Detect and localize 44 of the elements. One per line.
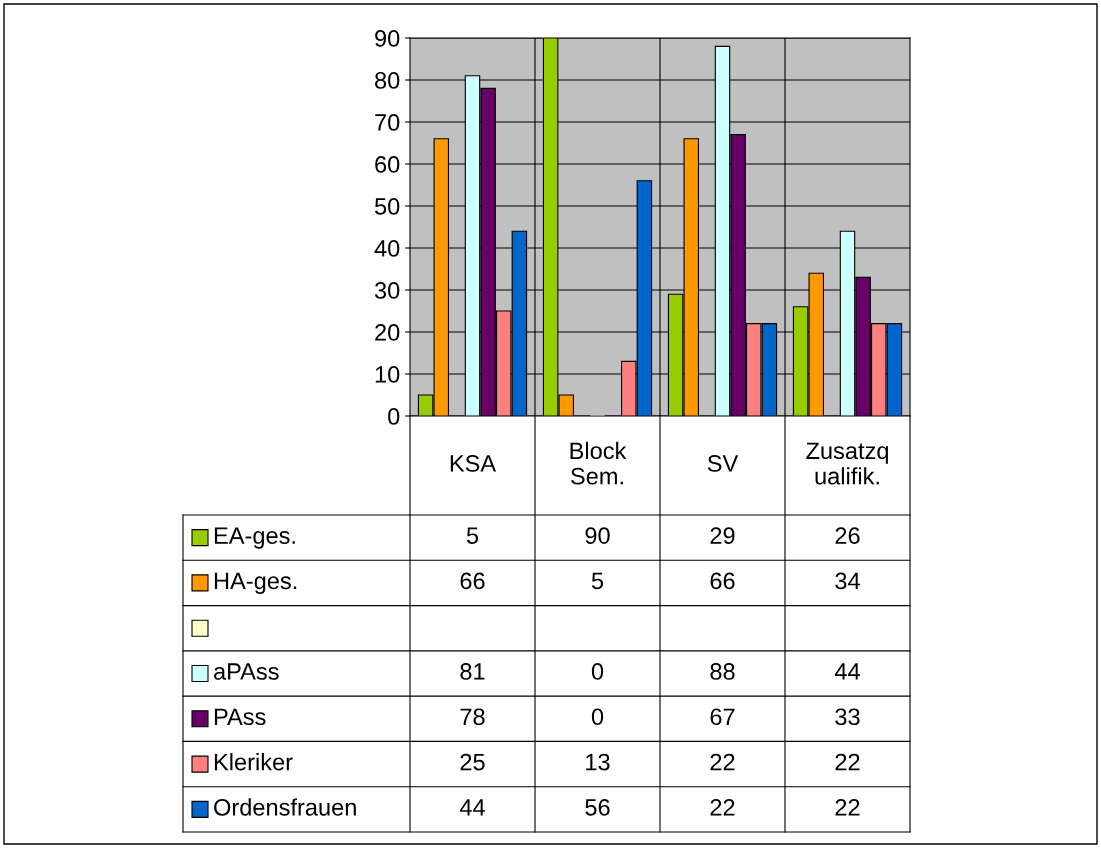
legend-label: aPAss bbox=[214, 663, 279, 680]
y-tick-label: 10 bbox=[375, 366, 400, 383]
data-label: 56 bbox=[585, 798, 610, 816]
x-tick-label: Zusatzq ualifik. bbox=[806, 442, 888, 485]
y-tick-label: 20 bbox=[375, 324, 400, 341]
data-label: 29 bbox=[710, 527, 735, 544]
data-label: 25 bbox=[460, 753, 485, 771]
legend-label: Kleriker bbox=[214, 753, 293, 771]
data-label: 22 bbox=[710, 753, 735, 771]
data-label: 44 bbox=[459, 799, 485, 816]
x-tick-label: Block Sem. bbox=[570, 441, 627, 485]
data-label: 13 bbox=[586, 753, 610, 771]
data-label: 26 bbox=[835, 527, 860, 544]
data-label: 22 bbox=[710, 798, 735, 816]
data-label: 44 bbox=[834, 663, 860, 680]
y-tick-label: 60 bbox=[375, 156, 400, 173]
data-label: 78 bbox=[460, 708, 485, 726]
data-label: 0 bbox=[591, 663, 604, 680]
data-label: 34 bbox=[835, 572, 860, 590]
y-tick-label: 80 bbox=[375, 72, 400, 89]
data-label: 5 bbox=[591, 572, 604, 590]
legend-label: EA-ges. bbox=[214, 527, 295, 549]
data-label: 90 bbox=[585, 527, 610, 544]
y-tick-label: 30 bbox=[374, 282, 400, 299]
y-tick-label: 50 bbox=[374, 198, 400, 215]
data-label: 22 bbox=[835, 753, 860, 771]
data-label: 33 bbox=[835, 708, 860, 726]
data-label: 5 bbox=[466, 527, 479, 544]
data-label: 22 bbox=[835, 798, 860, 816]
data-label: 88 bbox=[710, 663, 735, 680]
y-tick-label: 40 bbox=[374, 240, 400, 257]
data-label: 66 bbox=[460, 572, 485, 590]
y-tick-label: 70 bbox=[375, 114, 400, 131]
x-tick-label: KSA bbox=[450, 455, 497, 472]
data-label: 81 bbox=[460, 663, 485, 680]
legend-label: HA-ges. bbox=[214, 572, 297, 594]
legend-label: Ordensfrauen bbox=[214, 798, 356, 816]
data-label: 66 bbox=[710, 572, 735, 590]
y-tick-label: 90 bbox=[375, 30, 400, 47]
data-label: 0 bbox=[591, 708, 604, 726]
x-tick-label: SV bbox=[707, 455, 739, 472]
y-tick-label: 0 bbox=[388, 408, 400, 425]
legend-label: PAss bbox=[214, 708, 266, 726]
data-label: 67 bbox=[710, 708, 735, 726]
